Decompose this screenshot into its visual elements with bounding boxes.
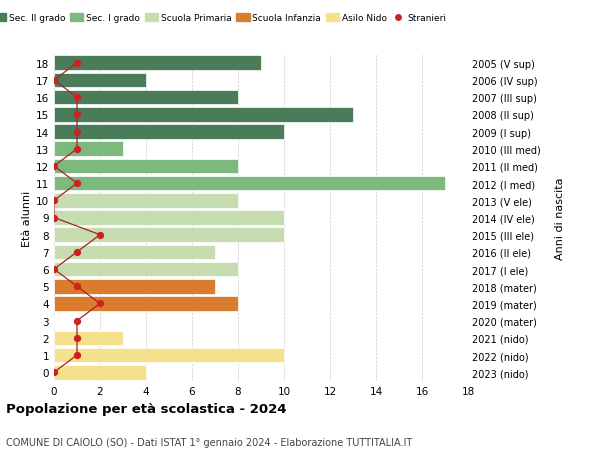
Bar (54, 91, 238, 105)
Point (72, 283, 82, 290)
Point (72, 112, 82, 119)
Bar (54, 108, 353, 123)
Point (49, 369, 59, 376)
Legend: Sec. II grado, Sec. I grado, Scuola Primaria, Scuola Infanzia, Asilo Nido, Stran: Sec. II grado, Sec. I grado, Scuola Prim… (0, 11, 450, 27)
Point (72, 60, 82, 67)
Text: COMUNE DI CAIOLO (SO) - Dati ISTAT 1° gennaio 2024 - Elaborazione TUTTITALIA.IT: COMUNE DI CAIOLO (SO) - Dati ISTAT 1° ge… (6, 437, 412, 448)
Point (49, 77, 59, 84)
Point (49, 197, 59, 205)
Bar (54, 331, 123, 345)
Point (72, 94, 82, 101)
Bar (54, 280, 215, 294)
Point (72, 335, 82, 342)
Bar (54, 228, 284, 242)
Point (49, 266, 59, 273)
Bar (54, 262, 238, 277)
Bar (54, 176, 445, 191)
Point (72, 129, 82, 136)
Point (49, 163, 59, 170)
Point (95, 231, 105, 239)
Y-axis label: Età alunni: Età alunni (22, 190, 32, 246)
Point (72, 146, 82, 153)
Point (72, 352, 82, 359)
Point (49, 214, 59, 222)
Bar (54, 297, 238, 311)
Bar (54, 348, 284, 363)
Y-axis label: Anni di nascita: Anni di nascita (555, 177, 565, 259)
Bar (54, 194, 238, 208)
Text: Popolazione per età scolastica - 2024: Popolazione per età scolastica - 2024 (6, 403, 287, 415)
Bar (54, 56, 261, 71)
Bar (54, 142, 123, 157)
Bar (54, 245, 215, 260)
Point (72, 249, 82, 256)
Point (72, 317, 82, 325)
Bar (54, 73, 146, 88)
Point (95, 300, 105, 308)
Point (72, 180, 82, 187)
Bar (54, 211, 284, 225)
Bar (54, 159, 238, 174)
Bar (54, 365, 146, 380)
Bar (54, 125, 284, 140)
